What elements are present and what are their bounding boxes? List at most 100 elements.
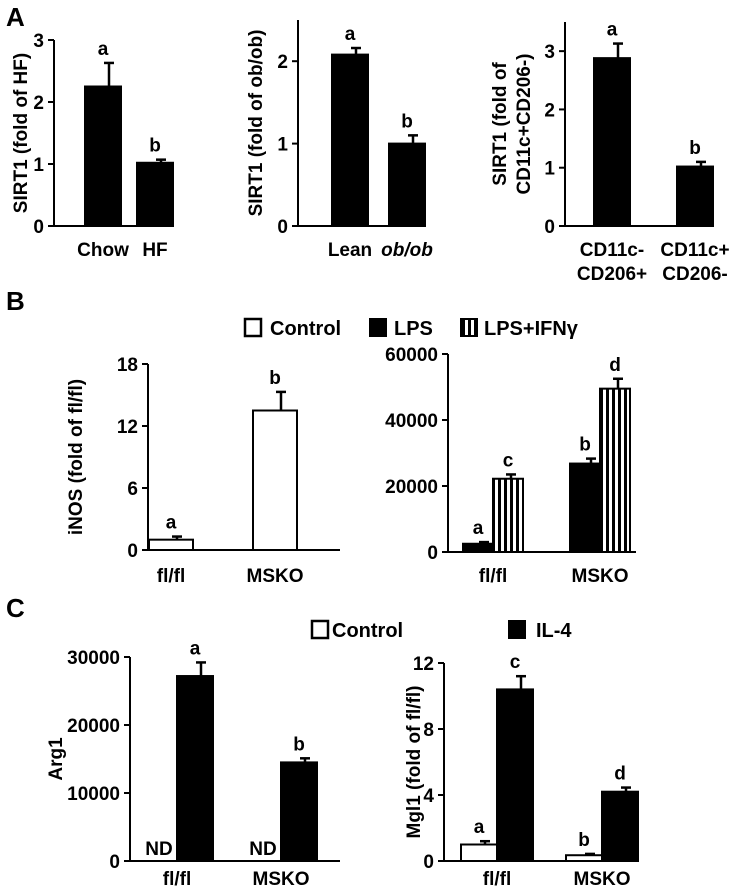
- y-tick-label: 2: [544, 100, 555, 121]
- legend-swatch-il4: [508, 620, 526, 639]
- y-tick-label: 20000: [385, 477, 438, 498]
- y-tick-label: 0: [423, 852, 434, 873]
- legend-label-control: Control: [270, 318, 341, 340]
- chart-b1: 0 6 12 18 iNOS (fold of fl/fl) a fl/fl b MSKO: [66, 355, 340, 587]
- y-axis-title: SIRT1 (fold of HF): [11, 53, 32, 213]
- bar: [136, 161, 174, 227]
- significance-letter: d: [614, 764, 626, 785]
- panel-label-a: A: [6, 2, 25, 32]
- bar: [496, 688, 534, 863]
- significance-letter: a: [190, 638, 201, 659]
- y-tick-label: 0: [544, 217, 555, 238]
- x-tick-label: HF: [142, 240, 167, 261]
- significance-letter: c: [503, 450, 514, 471]
- bar: [569, 462, 601, 553]
- panel-label-c: C: [6, 593, 25, 623]
- significance-letter: b: [401, 111, 413, 132]
- x-tick-label: MSKO: [247, 566, 304, 587]
- bar: [460, 843, 498, 862]
- y-tick-label: 10000: [67, 784, 120, 805]
- chart-b2: 0 20000 40000 60000 a c fl/fl b d MSKO: [385, 345, 636, 587]
- significance-letter: a: [474, 817, 485, 838]
- significance-letter: a: [166, 513, 177, 534]
- y-tick-label: 2: [33, 93, 44, 114]
- legend-swatch-control: [310, 619, 330, 640]
- y-tick-label: 12: [413, 654, 434, 675]
- x-tick-label-line2: CD206-: [662, 264, 727, 285]
- y-tick-label: 4: [423, 786, 434, 807]
- x-tick-label: CD11c+ CD206-: [660, 240, 729, 285]
- bar: [462, 542, 494, 553]
- legend-swatch-control: [243, 317, 263, 338]
- x-tick-label: Lean: [328, 240, 372, 261]
- significance-letter: a: [345, 24, 356, 45]
- x-tick-label-line1: CD11c+: [660, 240, 729, 261]
- legend-swatch-lps: [369, 318, 387, 337]
- x-tick-label-line1: CD11c-: [580, 240, 644, 261]
- chart-c1: 0 10000 20000 30000 Arg1 ND a fl/fl ND b MSKO: [46, 638, 340, 889]
- x-tick-label: fl/fl: [163, 869, 192, 889]
- bar: [601, 790, 639, 863]
- y-tick-label: 1: [33, 155, 44, 176]
- bar: [148, 538, 194, 552]
- x-tick-label: fl/fl: [157, 566, 186, 587]
- significance-letter: b: [149, 136, 161, 157]
- x-tick-label-line2: CD206+: [577, 264, 647, 285]
- y-tick-label: 1: [277, 135, 288, 156]
- y-tick-label: 6: [127, 479, 138, 500]
- legend-swatch-lps-ifng: [460, 318, 478, 337]
- nd-label: ND: [145, 839, 172, 860]
- significance-letter: a: [473, 518, 484, 539]
- bar: [492, 477, 524, 553]
- y-tick-label: 2: [277, 52, 288, 73]
- significance-letter: b: [689, 138, 701, 159]
- bar: [388, 142, 426, 228]
- significance-letter: a: [98, 39, 109, 60]
- chart-a2: 0 1 2 SIRT1 (fold of ob/ob) a Lean b ob/ob: [246, 20, 433, 261]
- x-tick-label: CD11c- CD206+: [577, 240, 647, 285]
- y-tick-label: 3: [33, 31, 44, 52]
- significance-letter: b: [578, 830, 590, 851]
- y-tick-label: 20000: [67, 716, 120, 737]
- bar: [252, 409, 298, 551]
- bar: [176, 675, 214, 862]
- significance-letter: c: [510, 652, 521, 673]
- y-tick-label: 18: [117, 355, 138, 376]
- bar: [599, 387, 631, 553]
- panel-label-b: B: [6, 286, 25, 316]
- x-tick-label: MSKO: [574, 869, 631, 889]
- y-tick-label: 0: [427, 543, 438, 564]
- y-tick-label: 40000: [385, 411, 438, 432]
- nd-label: ND: [249, 839, 276, 860]
- y-axis-title: SIRT1 (fold of ob/ob): [246, 30, 267, 217]
- legend-label-lps: LPS: [394, 318, 433, 340]
- y-axis-title: Arg1: [46, 737, 67, 781]
- x-tick-label: MSKO: [572, 566, 629, 587]
- y-tick-label: 0: [277, 217, 288, 238]
- bar: [676, 165, 714, 227]
- y-tick-label: 3: [544, 42, 555, 63]
- x-tick-label: fl/fl: [483, 869, 512, 889]
- x-tick-label: fl/fl: [479, 566, 508, 587]
- x-tick-label: ob/ob: [381, 240, 433, 261]
- significance-letter: d: [609, 355, 621, 376]
- y-tick-label: 0: [109, 852, 120, 873]
- bar: [565, 854, 603, 862]
- significance-letter: b: [293, 734, 305, 755]
- legend-label-control: Control: [332, 620, 403, 642]
- y-tick-label: 30000: [67, 648, 120, 669]
- bar: [593, 57, 631, 227]
- bar: [84, 85, 122, 227]
- x-tick-label: MSKO: [253, 869, 310, 889]
- legend-b: Control LPS LPS+IFNγ: [243, 317, 579, 340]
- y-tick-label: 12: [117, 417, 138, 438]
- chart-c2: 0 4 8 12 Mgl1 (fold of fl/fl) a c fl/fl b d MSKO: [404, 652, 639, 889]
- legend-label-il4: IL-4: [536, 620, 572, 642]
- bar: [331, 53, 369, 227]
- significance-letter: a: [607, 20, 618, 41]
- y-tick-label: 60000: [385, 345, 438, 366]
